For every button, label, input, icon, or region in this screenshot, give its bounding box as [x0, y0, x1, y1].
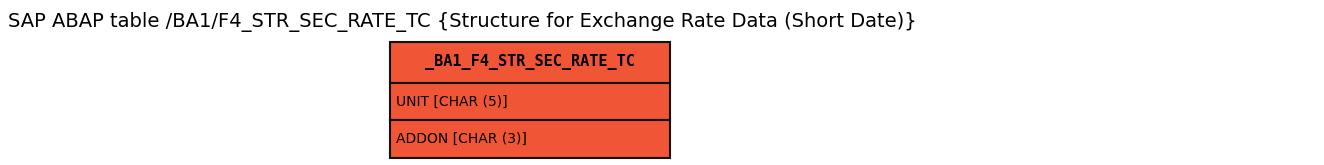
- Text: UNIT [CHAR (5)]: UNIT [CHAR (5)]: [396, 95, 507, 109]
- Bar: [391, 42, 670, 83]
- Text: SAP ABAP table /BA1/F4_STR_SEC_RATE_TC {Structure for Exchange Rate Data (Short : SAP ABAP table /BA1/F4_STR_SEC_RATE_TC {…: [8, 12, 916, 32]
- Bar: [391, 120, 670, 158]
- Bar: [391, 83, 670, 120]
- Text: _BA1_F4_STR_SEC_RATE_TC: _BA1_F4_STR_SEC_RATE_TC: [425, 54, 636, 70]
- Text: ADDON [CHAR (3)]: ADDON [CHAR (3)]: [396, 132, 527, 146]
